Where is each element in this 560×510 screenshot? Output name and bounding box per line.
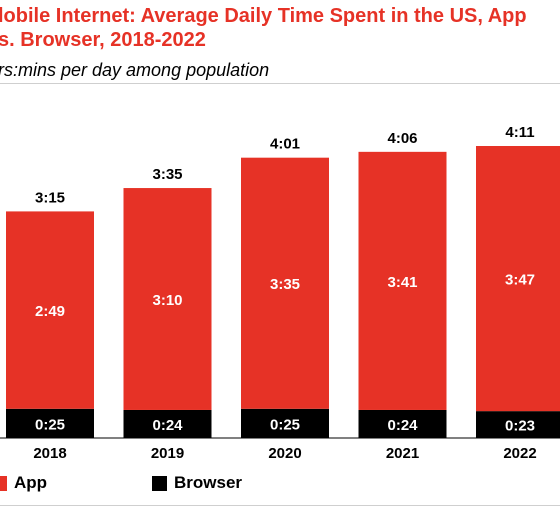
- chart-title-line-1: lobile Internet: Average Daily Time Spen…: [0, 5, 527, 27]
- x-tick-label-2021: 2021: [386, 445, 419, 462]
- chart-title: lobile Internet: Average Daily Time Spen…: [0, 4, 560, 52]
- bar-browser-2021: [358, 409, 447, 438]
- bar-app-2019: [123, 188, 212, 410]
- data-label-browser-2020: 0:25: [270, 416, 300, 433]
- data-label-browser-2018: 0:25: [35, 416, 65, 433]
- data-label-total-2018: 3:15: [35, 189, 65, 206]
- data-label-browser-2019: 0:24: [152, 417, 183, 434]
- data-label-total-2022: 4:11: [505, 124, 534, 141]
- data-label-total-2019: 3:35: [152, 166, 182, 183]
- bars-group: [0, 146, 560, 439]
- data-label-app-2020: 3:35: [270, 276, 300, 293]
- bar-app-2020: [241, 157, 329, 409]
- x-tick-label-2018: 2018: [33, 445, 66, 462]
- bar-app-2021: [358, 151, 447, 410]
- chart-title-line-2: s. Browser, 2018-2022: [0, 29, 206, 51]
- legend-item-app: App: [0, 472, 47, 494]
- bar-app-2022: [476, 146, 560, 412]
- footer-divider: [0, 505, 560, 506]
- chart-subtitle: rs:mins per day among population: [0, 60, 270, 80]
- x-tick-label-2019: 2019: [151, 445, 184, 462]
- bar-browser-2020: [241, 408, 329, 438]
- legend-swatch-app: [0, 475, 7, 491]
- bar-app-2018: [6, 211, 94, 409]
- data-label-app-2022: 3:47: [505, 272, 535, 289]
- data-label-app-2019: 3:10: [152, 292, 182, 309]
- bar-browser-2022: [476, 411, 560, 438]
- legend-label-browser: Browser: [174, 473, 243, 492]
- data-label-app-2018: 2:49: [35, 303, 65, 320]
- legend-item-browser: Browser: [152, 472, 242, 494]
- legend-swatch-browser: [152, 475, 167, 491]
- bar-browser-2018: [6, 408, 94, 438]
- data-label-total-2020: 4:01: [270, 136, 300, 153]
- bar-browser-2019: [123, 409, 212, 438]
- data-label-total-2021: 4:06: [387, 130, 417, 147]
- x-tick-label-2022: 2022: [503, 445, 536, 462]
- header-divider: [0, 83, 560, 84]
- stacked-bar-chart: 0:25 2:49 3:15 2018 0:24 3:10 3:35 2019 0:25 3:35…: [0, 124, 560, 462]
- data-label-browser-2021: 0:24: [387, 417, 418, 434]
- data-label-browser-2022: 0:23: [505, 418, 535, 435]
- data-label-app-2021: 3:41: [387, 274, 417, 291]
- x-tick-label-2020: 2020: [268, 445, 301, 462]
- legend-label-app: App: [14, 473, 48, 492]
- labels-group: 0:25 2:49 3:15 2018 0:24 3:10 3:35 2019 0:25 3:35…: [33, 124, 536, 462]
